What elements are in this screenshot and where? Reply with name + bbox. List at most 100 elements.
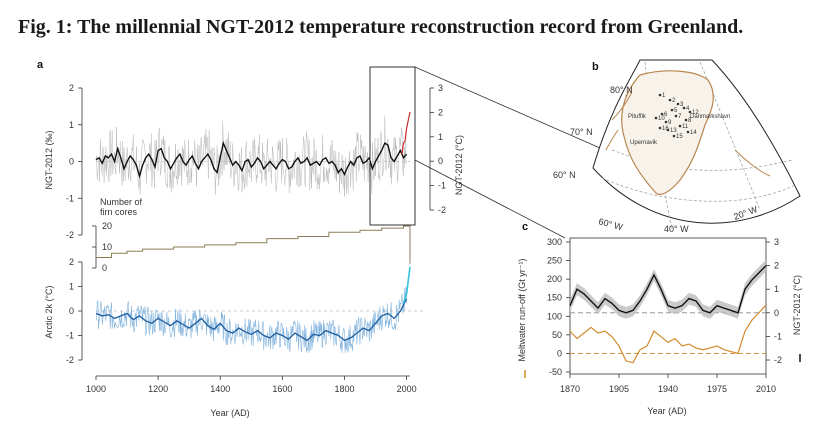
panel-label-c: c — [522, 221, 528, 233]
drill-site-marker — [666, 128, 670, 132]
c-ytick-left-label: 100 — [547, 311, 562, 321]
drill-site-number: 9 — [668, 120, 672, 126]
a-upper-ytick-right-label: -2 — [438, 205, 446, 215]
c-ytick-right-label: 3 — [774, 237, 779, 247]
connector-line-bottom — [414, 159, 566, 239]
ngt-raw-series — [95, 115, 407, 197]
drill-site-marker — [668, 98, 672, 102]
a-upper-ytick-left-label: 1 — [69, 120, 74, 130]
drill-site-number: 8 — [688, 118, 692, 124]
a-upper-ytick-right-label: 0 — [438, 156, 443, 166]
c-ytick-left-label: 0 — [557, 348, 562, 358]
lon-label-60w: 60° W — [597, 216, 624, 232]
firn-ytick-label: 0 — [102, 263, 107, 273]
panel-a-lower-ylabel: Arctic 2k (°C) — [44, 285, 54, 338]
drill-site-marker — [678, 124, 682, 128]
drill-site-number: 14 — [690, 130, 697, 136]
drill-site-marker — [686, 130, 690, 134]
drill-site-number: 6 — [664, 112, 668, 118]
panel-c-plot: -50 0 50 100 150 200 250 300 -2 -1 0 1 2 3 1870 1905 194… — [524, 237, 801, 394]
drill-site-number: 5 — [674, 108, 678, 114]
arctic-smoothed-series — [95, 298, 408, 342]
lat-label-80: 80° N — [610, 85, 633, 95]
c-ytick-right-label: 1 — [774, 284, 779, 294]
drill-site-marker — [672, 134, 676, 138]
site-label-upernavik: Upernavik — [630, 140, 658, 146]
a-upper-ytick-left-label: 0 — [69, 157, 74, 167]
map-graticule-lat-60 — [601, 177, 796, 202]
panel-c-xlabel: Year (AD) — [647, 406, 686, 416]
drill-site-number: 12 — [692, 110, 699, 116]
panel-label-a: a — [37, 59, 44, 71]
panel-a-x-axis: 1000 1200 1400 1600 1800 2000 — [86, 375, 417, 394]
c-ytick-left-label: 150 — [547, 293, 562, 303]
drill-site-marker — [660, 112, 664, 116]
c-xtick-label: 1870 — [560, 384, 580, 394]
drill-site-marker — [688, 110, 692, 114]
a-upper-ytick-left-label: -1 — [66, 193, 74, 203]
c-xtick-label: 1905 — [609, 384, 629, 394]
arctic-recent-cyan-series — [402, 266, 411, 304]
connector-line-top — [414, 66, 601, 149]
lon-label-40w: 40° W — [664, 224, 689, 234]
c-runoff-series — [569, 304, 767, 364]
drill-site-marker — [664, 120, 668, 124]
drill-site-number: 4 — [686, 106, 690, 112]
firn-label-line2: firn cores — [100, 207, 138, 217]
drill-site-number: 15 — [676, 134, 683, 140]
drill-site-number: 11 — [682, 124, 689, 130]
site-label-danmarkshavn: Danmarkshavn — [690, 114, 730, 120]
a-xtick-label: 2000 — [397, 384, 417, 394]
greenland-outline — [621, 70, 714, 195]
c-ytick-left-label: -50 — [549, 367, 562, 377]
panel-a-lower-plot: -2 -1 0 1 2 — [66, 257, 425, 365]
arctic-raw-series — [95, 286, 407, 353]
drill-site-marker — [676, 102, 680, 106]
a-lower-ytick-label: -2 — [66, 355, 74, 365]
drill-site-marker — [682, 106, 686, 110]
c-ytick-left-label: 200 — [547, 274, 562, 284]
c-ytick-right-label: 2 — [774, 261, 779, 271]
drill-site-marker — [658, 126, 662, 130]
drill-site-number: 3 — [680, 102, 684, 108]
a-upper-ytick-right-label: 1 — [438, 132, 443, 142]
drill-site-number: 16 — [662, 126, 669, 132]
c-ytick-left-label: 300 — [547, 237, 562, 247]
coastline-iceland — [734, 149, 771, 177]
firn-label-line1: Number of — [100, 197, 143, 207]
a-xtick-label: 1600 — [272, 384, 292, 394]
drill-site-number: 1 — [662, 93, 666, 99]
a-lower-ytick-label: 0 — [69, 306, 74, 316]
a-lower-ytick-label: 2 — [69, 257, 74, 267]
a-xtick-label: 1200 — [148, 384, 168, 394]
a-lower-ytick-label: 1 — [69, 282, 74, 292]
a-upper-ytick-left-label: -2 — [66, 230, 74, 240]
panel-a-xlabel: Year (AD) — [210, 408, 249, 418]
c-xtick-label: 2010 — [756, 384, 776, 394]
drill-site-marker — [670, 108, 674, 112]
a-xtick-label: 1400 — [210, 384, 230, 394]
drill-site-marker — [684, 118, 688, 122]
panel-label-b: b — [592, 61, 599, 73]
drill-site-number: 2 — [672, 98, 676, 104]
panel-a-firn-plot: 0 10 20 — [92, 221, 411, 273]
ngt-recent-red-series — [401, 111, 411, 155]
coastline-west — [605, 91, 633, 151]
drill-site-number: 13 — [670, 128, 677, 134]
c-ngt-series — [569, 265, 767, 314]
a-lower-ytick-label: -1 — [66, 331, 74, 341]
panel-c-ylabel-right: NGT-2012 (°C) — [792, 275, 802, 335]
ngt-smoothed-series — [95, 140, 408, 179]
drill-site-number: 7 — [678, 114, 682, 120]
c-ytick-right-label: 0 — [774, 308, 779, 318]
drill-site-marker — [654, 116, 658, 120]
figure-title: Fig. 1: The millennial NGT-2012 temperat… — [18, 16, 744, 38]
c-xtick-label: 1940 — [658, 384, 678, 394]
panel-a-upper-plot: -2 -1 0 1 2 -2 -1 0 1 2 3 — [66, 83, 446, 240]
map-graticule-lon-20 — [699, 61, 761, 211]
lat-label-60: 60° N — [553, 170, 576, 180]
zoom-box — [369, 66, 416, 226]
firn-ytick-label: 20 — [102, 221, 112, 231]
